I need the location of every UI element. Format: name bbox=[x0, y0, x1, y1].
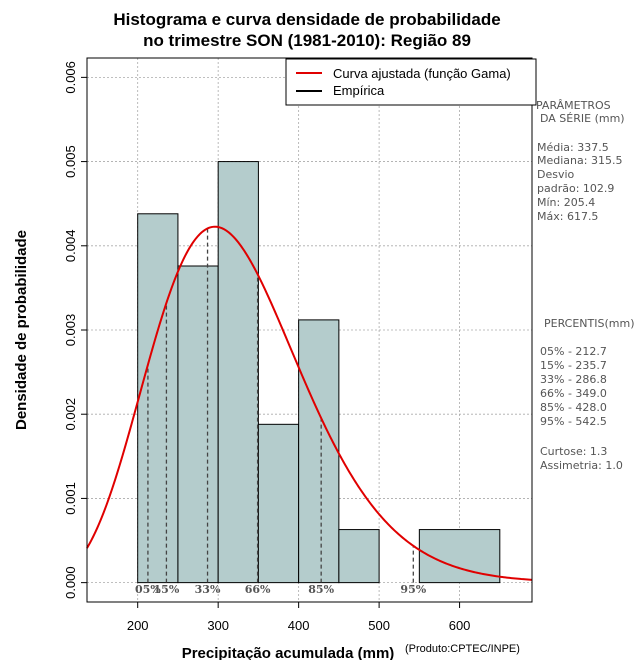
stat-max: Máx: 617.5 bbox=[537, 210, 598, 223]
percentil-05: 05% - 212.7 bbox=[540, 345, 607, 358]
x-axis-label: Precipitação acumulada (mm) bbox=[182, 645, 395, 660]
percentile-lines-layer bbox=[147, 228, 414, 583]
legend-empirical-label: Empírica bbox=[333, 83, 385, 98]
percentil-66: 66% - 349.0 bbox=[540, 387, 607, 400]
ticks-layer: 200 300 400 500 600 0.000 0.001 0.002 0.003 0.004… bbox=[63, 61, 470, 633]
percentil-95: 95% - 542.5 bbox=[540, 415, 607, 428]
params-title-2: DA SÉRIE (mm) bbox=[540, 112, 625, 125]
stat-assimetria: Assimetria: 1.0 bbox=[540, 459, 623, 472]
histogram-bar-0 bbox=[137, 213, 179, 584]
percentile-labels-layer: 05%15% 33% 66% 85% 95% bbox=[135, 583, 427, 596]
stat-curtose: Curtose: 1.3 bbox=[540, 445, 607, 458]
chart-title-line1: Histograma e curva densidade de probabil… bbox=[113, 10, 500, 29]
stat-mediana: Mediana: 315.5 bbox=[537, 154, 622, 167]
histogram-bar-1 bbox=[177, 265, 219, 584]
bars-layer bbox=[137, 161, 501, 584]
y-tick-label-2: 0.002 bbox=[63, 398, 78, 431]
y-tick-label-6: 0.006 bbox=[63, 61, 78, 94]
stat-desvio-1: Desvio bbox=[537, 168, 575, 181]
y-tick-label-0: 0.000 bbox=[63, 566, 78, 599]
y-tick-label-1: 0.001 bbox=[63, 482, 78, 515]
percentile-label-2: 33% bbox=[195, 583, 221, 596]
params-title-1: PARÂMETROS bbox=[536, 99, 611, 112]
x-tick-label-2: 400 bbox=[288, 618, 310, 633]
percentil-15: 15% - 235.7 bbox=[540, 359, 607, 372]
histogram-bar-3 bbox=[257, 423, 300, 584]
curve-layer bbox=[86, 225, 533, 581]
histogram-bar-5 bbox=[338, 529, 380, 584]
histogram-bar-2 bbox=[217, 161, 259, 584]
stat-min: Mín: 205.4 bbox=[537, 196, 595, 209]
percentile-label-5: 95% bbox=[400, 583, 426, 596]
x-tick-label-4: 600 bbox=[449, 618, 471, 633]
y-axis-label: Densidade de probabilidade bbox=[13, 230, 30, 430]
legend-fitted-label: Curva ajustada (função Gama) bbox=[333, 66, 511, 81]
percentil-85: 85% - 428.0 bbox=[540, 401, 607, 414]
x-tick-label-3: 500 bbox=[368, 618, 390, 633]
percentil-33: 33% - 286.8 bbox=[540, 373, 607, 386]
stat-media: Média: 337.5 bbox=[537, 141, 609, 154]
x-tick-label-1: 300 bbox=[207, 618, 229, 633]
percentile-label-3: 66% bbox=[245, 583, 271, 596]
percentile-label-0: 05% bbox=[135, 583, 161, 596]
x-tick-label-0: 200 bbox=[127, 618, 149, 633]
side-panel: PARÂMETROS DA SÉRIE (mm) Média: 337.5 Me… bbox=[536, 99, 635, 472]
percentile-label-1: 15% bbox=[154, 583, 180, 596]
chart-title-line2: no trimestre SON (1981-2010): Região 89 bbox=[143, 31, 471, 50]
legend-box bbox=[285, 58, 537, 106]
credit-text: (Produto:CPTEC/INPE) bbox=[405, 643, 520, 655]
percentile-label-4: 85% bbox=[308, 583, 334, 596]
fitted-gamma-curve bbox=[86, 225, 533, 581]
legend: Curva ajustada (função Gama) Empírica bbox=[285, 58, 537, 106]
y-tick-label-4: 0.004 bbox=[63, 230, 78, 263]
histogram-bar-4 bbox=[298, 319, 340, 584]
percentis-title: PERCENTIS(mm) bbox=[544, 317, 635, 330]
y-tick-label-3: 0.003 bbox=[63, 314, 78, 347]
y-tick-label-5: 0.005 bbox=[63, 145, 78, 178]
stat-desvio-2: padrão: 102.9 bbox=[537, 182, 614, 195]
